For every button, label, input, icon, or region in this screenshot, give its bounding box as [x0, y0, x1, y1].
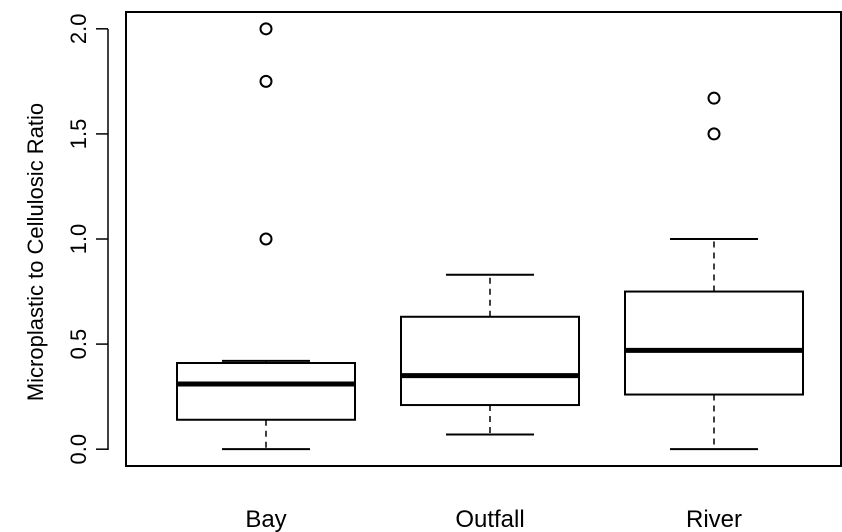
x-category-label: Outfall — [455, 506, 524, 532]
box-river — [624, 91, 804, 451]
plot-frame — [125, 11, 842, 467]
box-series — [176, 22, 804, 451]
y-tick-label: 2.0 — [66, 14, 91, 45]
y-tick-label: 0.0 — [66, 434, 91, 465]
x-category-label: Bay — [245, 506, 286, 532]
box-bay — [176, 22, 356, 451]
outlier-point — [259, 232, 273, 246]
y-axis-title: Microplastic to Cellulosic Ratio — [23, 103, 48, 401]
box-outfall — [400, 273, 580, 436]
iqr-box — [400, 315, 580, 407]
category-labels: Bay Outfall River — [245, 506, 742, 532]
outlier-point — [259, 22, 273, 36]
iqr-box — [176, 362, 356, 421]
x-category-label: River — [686, 506, 742, 532]
y-tick-label: 1.0 — [66, 224, 91, 255]
y-tick-label: 0.5 — [66, 329, 91, 360]
outlier-point — [707, 127, 721, 141]
y-tick-label: 1.5 — [66, 119, 91, 150]
outlier-point — [259, 74, 273, 88]
outlier-point — [707, 91, 721, 105]
y-ticks: 0.0 0.5 1.0 1.5 2.0 — [66, 14, 108, 465]
iqr-box — [624, 290, 804, 396]
